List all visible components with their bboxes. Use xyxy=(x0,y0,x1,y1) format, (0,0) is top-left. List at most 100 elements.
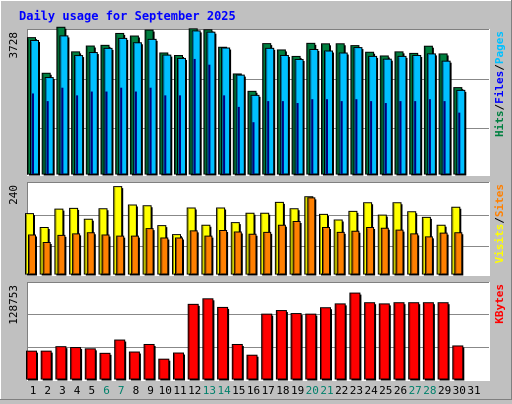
kbytes-bar-day-10 xyxy=(158,358,171,381)
day-17-visitor-bars xyxy=(260,212,273,276)
files-bar xyxy=(134,91,137,174)
pages-bar-body xyxy=(88,52,98,175)
sites-bar-body xyxy=(277,224,286,275)
day-2-visitor-bars xyxy=(39,227,52,276)
day-25-usage-bars xyxy=(379,55,393,176)
sites-bar-body xyxy=(130,235,139,275)
files-bar xyxy=(90,91,93,174)
kbytes-bar-day-9 xyxy=(143,343,156,381)
kbytes-bar-day-27 xyxy=(408,302,421,381)
pages-bar xyxy=(132,42,143,176)
x-label-day-4: 4 xyxy=(74,384,81,397)
x-label-day-10: 10 xyxy=(159,384,172,397)
day-27-usage-bars xyxy=(409,52,423,176)
day-16-visitor-bars xyxy=(245,212,258,276)
kbytes-bar-day-10-body xyxy=(158,358,170,380)
kbytes-bar-day-21 xyxy=(320,307,332,381)
files-bar xyxy=(428,99,431,174)
pages-bar xyxy=(456,89,467,176)
files-bar xyxy=(267,101,270,174)
legend-entry: Files xyxy=(493,71,506,104)
sites-bar xyxy=(175,237,184,276)
files-bar xyxy=(32,93,34,174)
x-label-day-14: 14 xyxy=(217,384,231,397)
sites-bar xyxy=(130,235,140,276)
kbytes-bar-day-12 xyxy=(187,303,200,381)
kbytes-bar-day-17-body xyxy=(261,313,273,380)
sites-bar-body xyxy=(86,232,95,275)
day-11-usage-bars xyxy=(174,55,187,176)
pages-bar xyxy=(59,35,70,176)
sites-bar-body xyxy=(189,230,198,275)
sites-bar xyxy=(454,232,464,276)
day-9-visitor-bars xyxy=(142,205,155,276)
day-2-usage-bars xyxy=(41,72,55,176)
pages-bar xyxy=(412,54,423,176)
x-label-day-13: 13 xyxy=(203,384,216,397)
pages-bar xyxy=(88,52,99,176)
pages-bar xyxy=(368,55,379,176)
pages-bar-body xyxy=(235,74,245,175)
day-3-usage-bars xyxy=(56,26,70,176)
files-bar xyxy=(61,87,64,174)
pages-bar-body xyxy=(412,54,422,175)
sites-bar-body xyxy=(424,236,433,275)
day-26-visitor-bars xyxy=(392,202,405,276)
day-20-usage-bars xyxy=(306,42,320,176)
files-bar xyxy=(326,99,328,174)
panel-2-plot-area xyxy=(27,182,490,276)
day-1-visitor-bars xyxy=(25,213,37,276)
chart-title: Daily usage for September 2025 xyxy=(19,9,236,23)
sites-bar-body xyxy=(380,227,389,275)
day-29-visitor-bars xyxy=(436,224,449,276)
sites-bar-body xyxy=(454,232,463,275)
sites-bar xyxy=(439,232,449,276)
files-bar xyxy=(443,101,446,174)
kbytes-bar-day-16 xyxy=(246,354,259,381)
sites-bar xyxy=(351,230,361,276)
pages-bar-body xyxy=(397,55,407,175)
day-7-usage-bars xyxy=(115,32,129,176)
panel-1-legend: Hits/Files/Pages xyxy=(493,31,506,137)
kbytes-bar-day-11 xyxy=(173,352,185,381)
kbytes-bar-day-3 xyxy=(55,346,68,381)
kbytes-bar-day-27-body xyxy=(408,302,420,380)
kbytes-bar-day-21-body xyxy=(320,307,331,380)
pages-bar-body xyxy=(294,58,304,175)
kbytes-bar-day-9-body xyxy=(143,343,155,380)
pages-bar xyxy=(118,37,129,176)
pages-bar xyxy=(279,54,290,176)
files-bar xyxy=(223,95,226,174)
kbytes-bar-day-7-body xyxy=(114,339,126,380)
files-bar xyxy=(296,103,299,174)
pages-bar-body xyxy=(265,47,275,175)
pages-bar-body xyxy=(221,47,231,175)
pages-bar-body xyxy=(162,54,172,175)
pages-bar-body xyxy=(147,38,157,175)
day-13-visitor-bars xyxy=(201,224,214,276)
pages-bar-body xyxy=(30,39,39,175)
day-10-usage-bars xyxy=(159,52,173,176)
sites-bar-body xyxy=(42,242,51,275)
sites-bar xyxy=(395,229,405,276)
sites-bar-body xyxy=(292,221,301,275)
kbytes-bar-day-30 xyxy=(452,345,465,381)
files-bar xyxy=(311,99,314,174)
kbytes-bar-day-19-body xyxy=(290,313,302,380)
x-label-day-29: 29 xyxy=(438,384,451,397)
sites-bar xyxy=(145,228,155,276)
sites-bar xyxy=(366,227,376,276)
day-21-usage-bars xyxy=(321,43,334,176)
x-label-day-19: 19 xyxy=(291,384,304,397)
kbytes-bar-day-14-body xyxy=(217,306,229,380)
files-bar xyxy=(370,101,373,174)
sites-bar-body xyxy=(395,229,404,275)
x-label-day-16: 16 xyxy=(247,384,260,397)
sites-bar-body xyxy=(160,237,169,275)
files-bar xyxy=(252,122,255,174)
pages-bar xyxy=(191,30,202,176)
x-label-day-11: 11 xyxy=(173,384,186,397)
pages-bar-body xyxy=(368,55,378,175)
day-24-usage-bars xyxy=(365,51,379,176)
